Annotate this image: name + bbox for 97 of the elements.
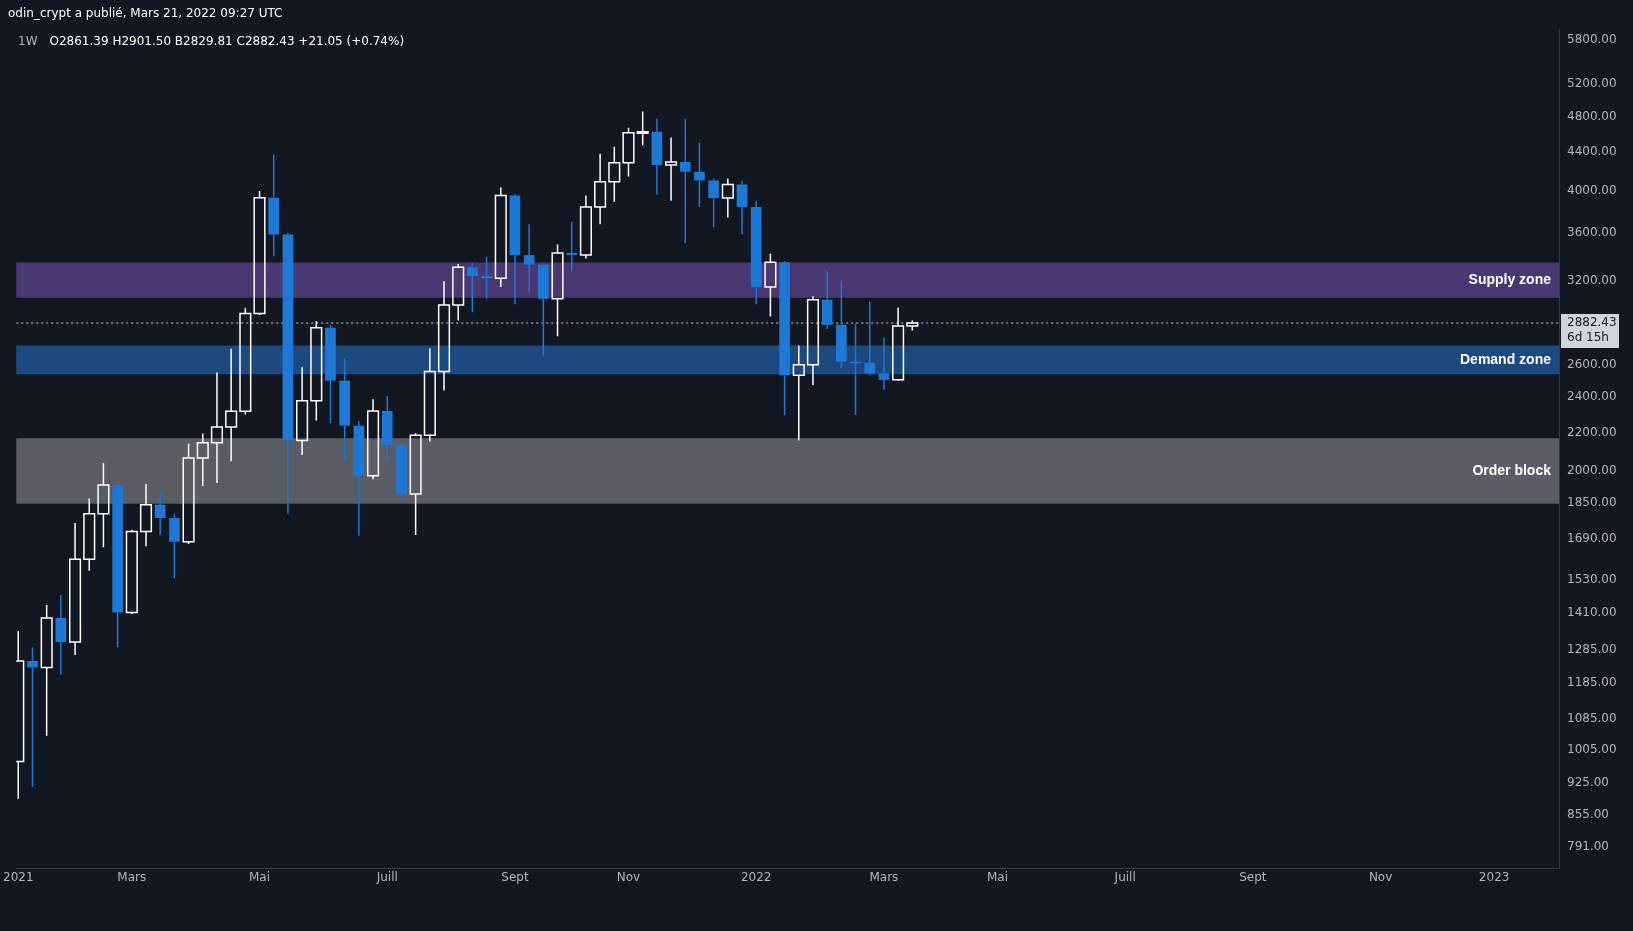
y-tick-label: 1185.00: [1567, 674, 1617, 689]
y-tick-label: 1850.00: [1567, 494, 1617, 509]
candlestick: [864, 300, 876, 377]
candlestick: [366, 398, 380, 480]
candlestick: [325, 324, 336, 425]
y-tick-label: 925.00: [1567, 775, 1609, 790]
y-tick-label: 2600.00: [1567, 356, 1617, 371]
candlestick: [538, 264, 549, 357]
y-tick-label: 3200.00: [1567, 272, 1617, 287]
candlestick: [310, 320, 323, 422]
candlestick: [651, 117, 663, 196]
candlestick: [452, 263, 465, 322]
candlestick: [296, 366, 309, 456]
ref-line-label: 2882.43: [1567, 315, 1617, 330]
candlestick: [409, 432, 422, 536]
y-tick-label: 5200.00: [1567, 76, 1617, 91]
y-tick-label: 5800.00: [1567, 32, 1617, 47]
candlestick: [579, 194, 592, 260]
candlestick: [750, 199, 762, 305]
candlestick: [792, 344, 805, 442]
x-tick-label: Juill: [375, 870, 398, 885]
candlestick: [112, 482, 123, 648]
candlestick: [721, 177, 734, 219]
candlestick: [139, 483, 153, 547]
text: odin_crypt a publié, Mars 21, 2022 09:27 UTC: [8, 6, 283, 21]
x-tick-label: Sept: [1239, 870, 1267, 885]
candlestick: [708, 177, 719, 229]
candlestick: [636, 110, 649, 147]
candlestick: [423, 347, 436, 443]
candlestick: [339, 357, 350, 463]
y-tick-label: 4800.00: [1567, 108, 1617, 123]
candlestick: [27, 646, 38, 788]
candlestick: [40, 604, 53, 737]
x-tick-label: 2021: [3, 870, 34, 885]
y-tick-label: 855.00: [1567, 807, 1609, 822]
candlestick: [196, 432, 209, 487]
y-tick-label: 1690.00: [1567, 531, 1617, 546]
candlestick: [268, 153, 280, 257]
candlestick: [664, 136, 678, 202]
x-tick-label: Sept: [501, 870, 529, 885]
candlestick: [806, 295, 820, 386]
candlestick: [892, 306, 905, 381]
y-tick-label: 2200.00: [1567, 424, 1617, 439]
x-tick-label: Nov: [1368, 870, 1393, 885]
candlestick: [679, 117, 691, 245]
candlestick: [622, 126, 635, 178]
candlestick: [467, 262, 478, 314]
band-label: Order block: [1472, 461, 1552, 478]
x-tick-label: Mai: [986, 870, 1008, 885]
x-tick-label: Mai: [249, 870, 271, 885]
candlestick: [736, 179, 748, 235]
candlestick: [836, 280, 847, 369]
x-tick-label: Juill: [1113, 870, 1136, 885]
candlestick: [821, 269, 833, 330]
y-tick-label: 3600.00: [1567, 225, 1617, 240]
y-tick-label: 1085.00: [1567, 710, 1617, 725]
candlestick: [437, 280, 451, 392]
candlestick: [381, 395, 393, 463]
x-tick-label: Mars: [869, 870, 899, 885]
candlestick: [551, 243, 564, 337]
candlestick: [169, 512, 180, 579]
candlestick: [481, 255, 492, 300]
candlestick: [55, 594, 67, 676]
y-tick-label: 4400.00: [1567, 143, 1617, 158]
candlestick: [68, 522, 82, 656]
text: 1W: [18, 34, 38, 49]
y-tick-label: 1530.00: [1567, 571, 1617, 586]
x-tick-label: Nov: [616, 870, 641, 885]
x-tick-label: 2022: [740, 870, 772, 885]
y-tick-label: 1410.00: [1567, 604, 1617, 619]
candlestick: [225, 348, 238, 462]
x-tick-label: Mars: [117, 870, 147, 885]
x-tick-label: 2023: [1478, 870, 1510, 885]
candlestick: [523, 223, 535, 294]
candlestick: [764, 253, 777, 318]
band-label: Demand zone: [1459, 350, 1552, 367]
text: O2861.39 H2901.50 B2829.81 C2882.43 +21.05 (+0.74%): [49, 34, 405, 49]
candlestick: [594, 153, 607, 225]
y-tick-label: 4000.00: [1567, 182, 1617, 197]
candlestick: [210, 371, 224, 484]
band-label: Supply zone: [1468, 270, 1552, 287]
y-tick-label: 791.00: [1567, 838, 1609, 853]
y-tick-label: 1285.00: [1567, 642, 1617, 657]
candlestick: [83, 497, 96, 572]
y-tick-label: 2400.00: [1567, 389, 1617, 404]
candlestick: [509, 193, 521, 305]
y-tick-label: 1005.00: [1567, 741, 1617, 756]
candlestick: [878, 336, 890, 391]
candlestick: [566, 221, 578, 272]
candlestick: [608, 146, 621, 203]
candlestick: [494, 186, 507, 288]
text: 6d 15h: [1567, 330, 1609, 345]
candlestick: [97, 462, 110, 548]
candlestick: [694, 141, 705, 208]
y-tick-label: 2000.00: [1567, 463, 1617, 478]
candlestick: [154, 493, 166, 536]
candlestick: [353, 420, 365, 537]
